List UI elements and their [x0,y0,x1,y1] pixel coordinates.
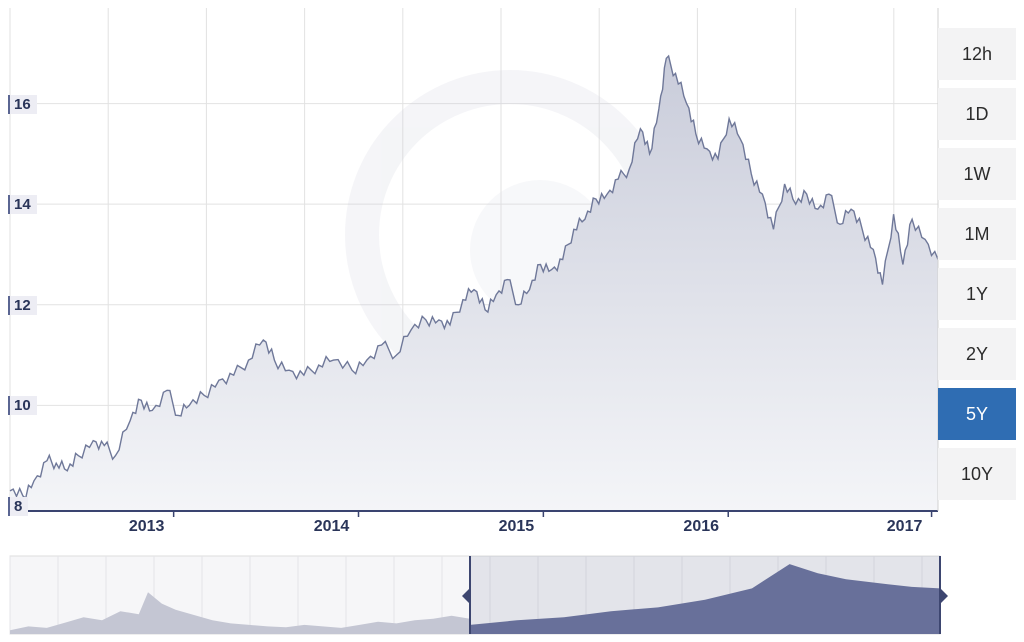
navigator-right-handle[interactable] [940,588,948,604]
navigator-left-handle[interactable] [462,588,470,604]
x-tick-label: 2015 [498,518,535,535]
range-button-2y[interactable]: 2Y [938,328,1016,380]
range-button-12h[interactable]: 12h [938,28,1016,80]
x-tick-label: 2016 [683,518,720,535]
range-button-5y[interactable]: 5Y [938,388,1016,440]
navigator-selected-area [470,564,940,634]
y-tick-label: 16 [8,94,37,114]
x-axis-ticks [172,511,933,517]
y-tick-label: 12 [8,295,37,315]
range-button-1w[interactable]: 1W [938,148,1016,200]
y-tick-label: 8 [8,496,29,516]
range-button-1m[interactable]: 1M [938,208,1016,260]
price-line [9,54,939,500]
range-button-1d[interactable]: 1D [938,88,1016,140]
price-area-chart [9,8,939,517]
x-tick-label: 2017 [886,518,923,535]
navigator-history-area [10,592,470,634]
area-fill [10,56,938,511]
x-tick-label: 2013 [128,518,165,535]
range-selector: 12h 1D 1W 1M 1Y 2Y 5Y 10Y [938,28,1016,508]
y-tick-label: 14 [8,195,37,215]
range-button-10y[interactable]: 10Y [938,448,1016,500]
y-tick-label: 10 [8,396,37,416]
range-button-1y[interactable]: 1Y [938,268,1016,320]
range-navigator[interactable] [0,548,1024,642]
x-tick-label: 2014 [313,518,350,535]
